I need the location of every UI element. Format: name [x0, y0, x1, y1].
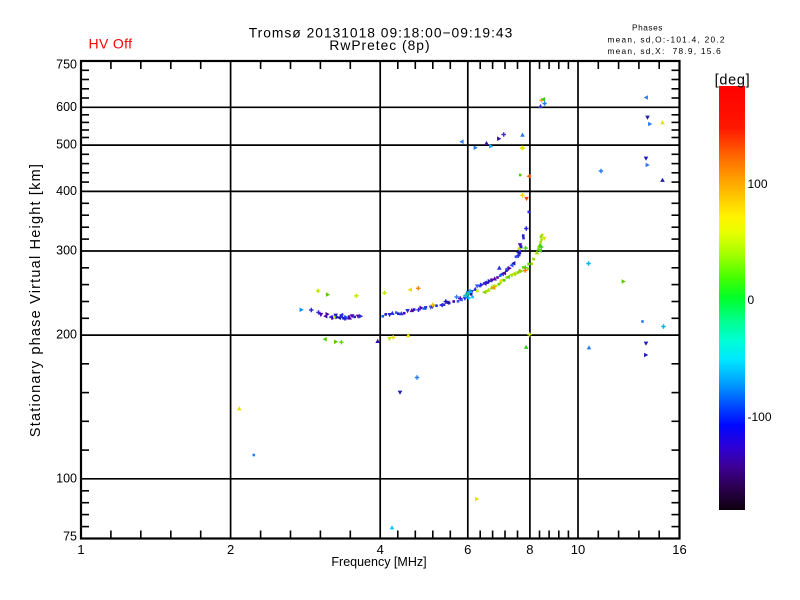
svg-text:Stationary phase Virtual Heigh: Stationary phase Virtual Height [km]	[28, 163, 44, 437]
svg-text:2: 2	[227, 542, 234, 557]
svg-text:-100: -100	[748, 410, 772, 424]
svg-text:75: 75	[63, 530, 77, 544]
svg-text:Phases: Phases	[632, 23, 663, 33]
svg-text:Frequency [MHz]: Frequency [MHz]	[331, 555, 426, 569]
svg-text:0: 0	[748, 293, 755, 307]
svg-text:1: 1	[77, 542, 84, 557]
svg-text:200: 200	[56, 328, 77, 342]
svg-text:750: 750	[56, 58, 77, 72]
svg-text:6: 6	[464, 542, 471, 557]
svg-text:100: 100	[748, 177, 768, 191]
svg-text:mean, sd,X: 78.9, 15.6: mean, sd,X: 78.9, 15.6	[608, 46, 723, 56]
svg-text:300: 300	[56, 244, 77, 258]
svg-text:Tromsø 20131018 09:18:00−09:19: Tromsø 20131018 09:18:00−09:19:43	[249, 26, 514, 41]
svg-text:400: 400	[56, 184, 77, 198]
svg-text:HV Off: HV Off	[89, 36, 133, 52]
svg-text:16: 16	[672, 542, 686, 557]
svg-text:500: 500	[56, 138, 77, 152]
svg-text:mean, sd,O:-101.4, 20.2: mean, sd,O:-101.4, 20.2	[608, 34, 726, 44]
svg-text:8: 8	[526, 542, 533, 557]
svg-text:4: 4	[377, 542, 384, 557]
svg-text:100: 100	[56, 471, 77, 485]
svg-text:RwPretec (8p): RwPretec (8p)	[329, 38, 430, 53]
svg-text:600: 600	[56, 100, 77, 114]
svg-text:[deg]: [deg]	[715, 73, 751, 89]
svg-text:10: 10	[571, 542, 585, 557]
